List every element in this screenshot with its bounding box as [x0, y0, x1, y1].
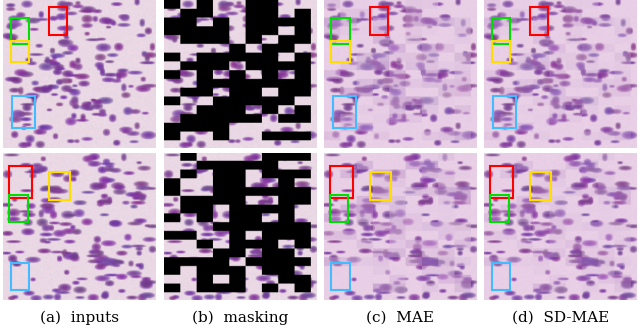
Bar [10, 195, 28, 222]
Bar [332, 18, 350, 44]
Bar [530, 7, 548, 35]
Bar [10, 166, 32, 198]
Bar [530, 172, 551, 200]
Bar [11, 18, 29, 44]
Bar [493, 96, 516, 128]
Bar [11, 263, 29, 290]
Text: (c)  MAE: (c) MAE [366, 311, 434, 325]
Text: (d)  SD-MAE: (d) SD-MAE [512, 311, 609, 325]
Bar [492, 263, 510, 290]
Bar [333, 96, 356, 128]
Bar [370, 172, 391, 200]
Bar [332, 263, 350, 290]
Bar [330, 166, 353, 198]
Bar [370, 7, 388, 35]
Bar [11, 41, 29, 62]
Bar [49, 172, 70, 200]
Bar [49, 7, 67, 35]
Bar [12, 96, 35, 128]
Bar [330, 195, 348, 222]
Bar [492, 18, 510, 44]
Bar [490, 166, 513, 198]
Text: (b)  masking: (b) masking [191, 311, 288, 325]
Bar [492, 41, 510, 62]
Text: (a)  inputs: (a) inputs [40, 311, 119, 325]
Bar [490, 195, 509, 222]
Bar [332, 41, 350, 62]
